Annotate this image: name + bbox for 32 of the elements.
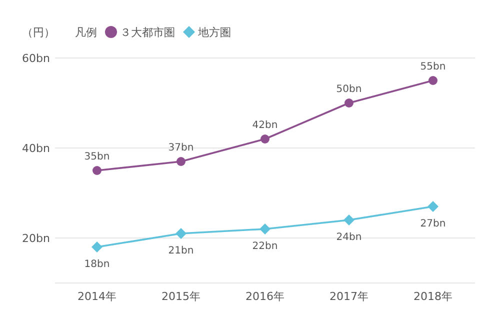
point <box>92 166 102 175</box>
point <box>428 76 438 85</box>
data-label: 27bn <box>420 218 446 230</box>
data-label: 42bn <box>252 120 278 131</box>
legend-title: 凡例 <box>75 26 97 39</box>
data-label: 18bn <box>84 259 110 270</box>
point <box>260 134 270 144</box>
data-label: 35bn <box>84 152 110 162</box>
y-axis-title: （円） <box>22 26 55 39</box>
data-label: 37bn <box>168 142 194 154</box>
y-tick-label: 60bn <box>22 52 50 65</box>
point <box>344 98 354 108</box>
x-tick-label: 2018年 <box>414 290 452 303</box>
x-tick-label: 2016年 <box>246 290 284 303</box>
data-label: 55bn <box>420 62 446 72</box>
x-tick-label: 2017年 <box>330 290 368 303</box>
point <box>344 214 354 226</box>
data-label: 24bn <box>336 232 362 243</box>
y-tick-label: 40bn <box>22 142 50 155</box>
x-tick-label: 2015年 <box>162 290 200 303</box>
data-label: 50bn <box>336 84 362 95</box>
legend-label: 地方圏 <box>197 26 231 39</box>
point <box>92 242 102 252</box>
point <box>176 228 186 239</box>
point <box>260 224 270 234</box>
legend-label: ３大都市圏 <box>120 26 175 39</box>
y-tick-label: 20bn <box>22 232 50 245</box>
point <box>176 157 186 166</box>
point <box>428 201 438 212</box>
data-label: 22bn <box>252 241 278 252</box>
x-tick-label: 2014年 <box>78 290 116 303</box>
data-label: 21bn <box>168 246 194 256</box>
